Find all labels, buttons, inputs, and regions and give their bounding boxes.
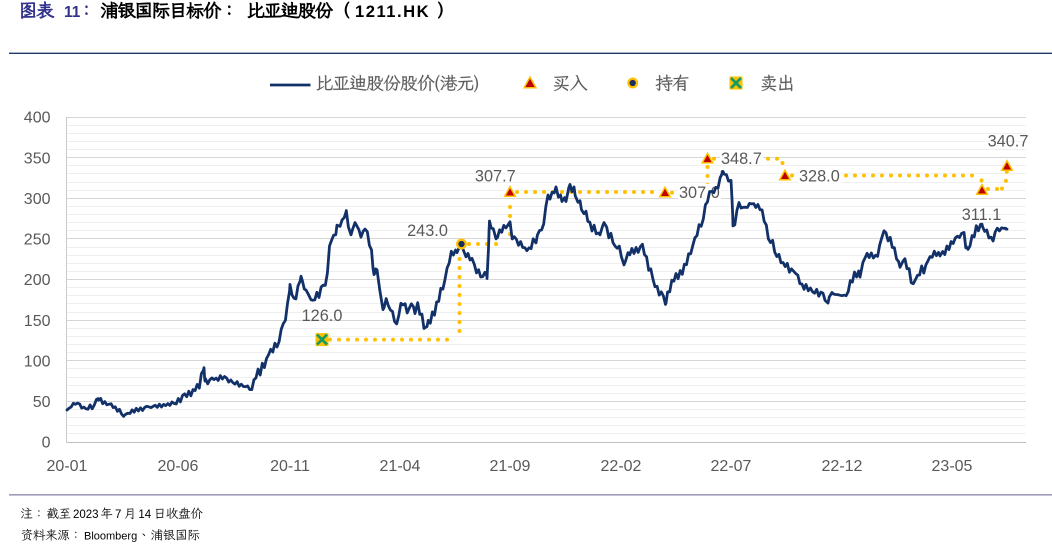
- svg-text:22-02: 22-02: [601, 458, 642, 475]
- svg-text:Bloomberg: Bloomberg: [84, 530, 137, 542]
- svg-text:2023: 2023: [73, 509, 99, 521]
- svg-text:350: 350: [24, 150, 51, 167]
- svg-text:340.7: 340.7: [988, 133, 1029, 151]
- svg-text:200: 200: [24, 272, 51, 289]
- svg-text:7: 7: [115, 509, 121, 521]
- svg-text:14: 14: [138, 509, 151, 521]
- svg-text:22-12: 22-12: [822, 458, 863, 475]
- svg-text:20-11: 20-11: [270, 458, 310, 475]
- svg-text:328.0: 328.0: [799, 167, 840, 185]
- svg-text:126.0: 126.0: [302, 307, 343, 325]
- svg-text:150: 150: [24, 313, 51, 330]
- svg-text:100: 100: [24, 353, 51, 370]
- svg-text:23-05: 23-05: [932, 458, 973, 475]
- svg-text:21-09: 21-09: [490, 458, 531, 475]
- svg-text:20-01: 20-01: [47, 458, 88, 475]
- svg-text:22-07: 22-07: [711, 458, 752, 475]
- svg-text:250: 250: [24, 232, 51, 249]
- svg-text:1211.HK: 1211.HK: [355, 2, 430, 21]
- svg-text:0: 0: [42, 435, 51, 452]
- svg-text:400: 400: [24, 110, 51, 127]
- svg-text:348.7: 348.7: [721, 150, 762, 168]
- svg-text:311.1: 311.1: [962, 206, 1002, 224]
- svg-text:307.7: 307.7: [475, 167, 516, 185]
- svg-text:20-06: 20-06: [158, 458, 199, 475]
- svg-text:50: 50: [33, 394, 51, 411]
- svg-text:300: 300: [24, 191, 51, 208]
- svg-text:11: 11: [64, 4, 81, 21]
- svg-text:243.0: 243.0: [407, 222, 448, 240]
- svg-text:21-04: 21-04: [380, 458, 421, 475]
